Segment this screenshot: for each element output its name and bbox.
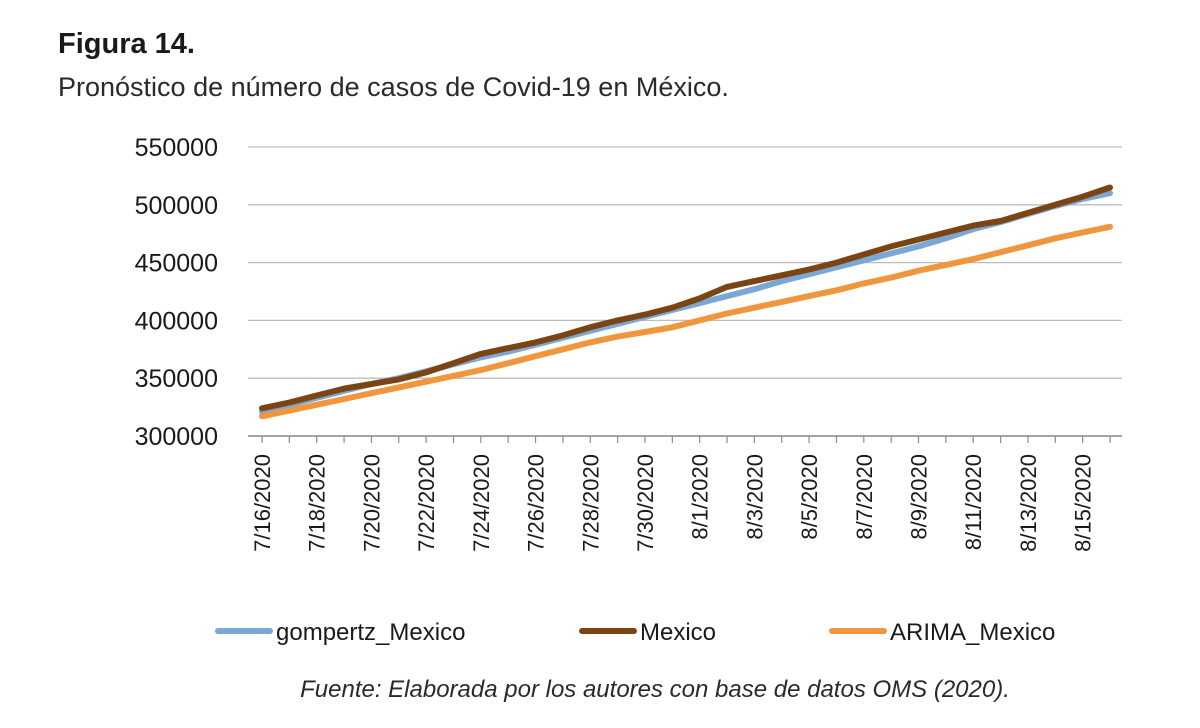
legend-label: Mexico: [640, 619, 716, 646]
x-tick-label: 7/20/2020: [359, 454, 384, 552]
y-tick-label: 300000: [135, 423, 218, 451]
y-axis: 300000 350000 400000 450000 500000 550000: [135, 134, 218, 451]
x-tick-label: 8/15/2020: [1071, 454, 1096, 552]
x-tick-label: 8/11/2020: [961, 454, 986, 550]
y-tick-label: 500000: [135, 192, 218, 220]
x-tick-label: 8/9/2020: [907, 454, 932, 540]
x-tick-label: 8/1/2020: [688, 454, 713, 540]
x-tick-label: 7/22/2020: [414, 454, 439, 552]
series-line-Mexico: [259, 184, 1113, 412]
y-tick-label: 450000: [135, 250, 218, 278]
x-axis: 7/16/2020 7/18/2020 7/20/2020 7/22/2020 7/24…: [248, 435, 1122, 552]
x-tick-label: 7/24/2020: [469, 454, 494, 552]
x-tick-label: 7/16/2020: [250, 454, 275, 552]
x-tick-label: 8/3/2020: [742, 454, 767, 540]
legend-label: gompertz_Mexico: [276, 619, 465, 646]
source-note: Fuente: Elaborada por los autores con ba…: [300, 676, 1010, 703]
y-tick-label: 400000: [135, 307, 218, 335]
x-tick-label: 7/26/2020: [524, 454, 549, 552]
figure-title: Pronóstico de número de casos de Covid-1…: [58, 72, 729, 102]
x-tick-label: 8/5/2020: [797, 454, 822, 540]
x-tick-label: 7/28/2020: [578, 454, 603, 552]
y-tick-label: 350000: [135, 365, 218, 393]
legend-label: ARIMA_Mexico: [890, 619, 1055, 646]
y-tick-label: 550000: [135, 134, 218, 162]
figure-label: Figura 14.: [58, 28, 195, 60]
x-tick-label: 8/7/2020: [852, 454, 877, 540]
x-tick-label: 8/13/2020: [1016, 454, 1041, 552]
x-tick-label: 7/30/2020: [633, 454, 658, 552]
legend: gompertz_Mexico Mexico ARIMA_Mexico: [215, 619, 1055, 646]
x-tick-label: 7/18/2020: [305, 454, 330, 552]
series-line-ARIMA_Mexico: [259, 223, 1113, 420]
series-lines: [259, 184, 1113, 420]
